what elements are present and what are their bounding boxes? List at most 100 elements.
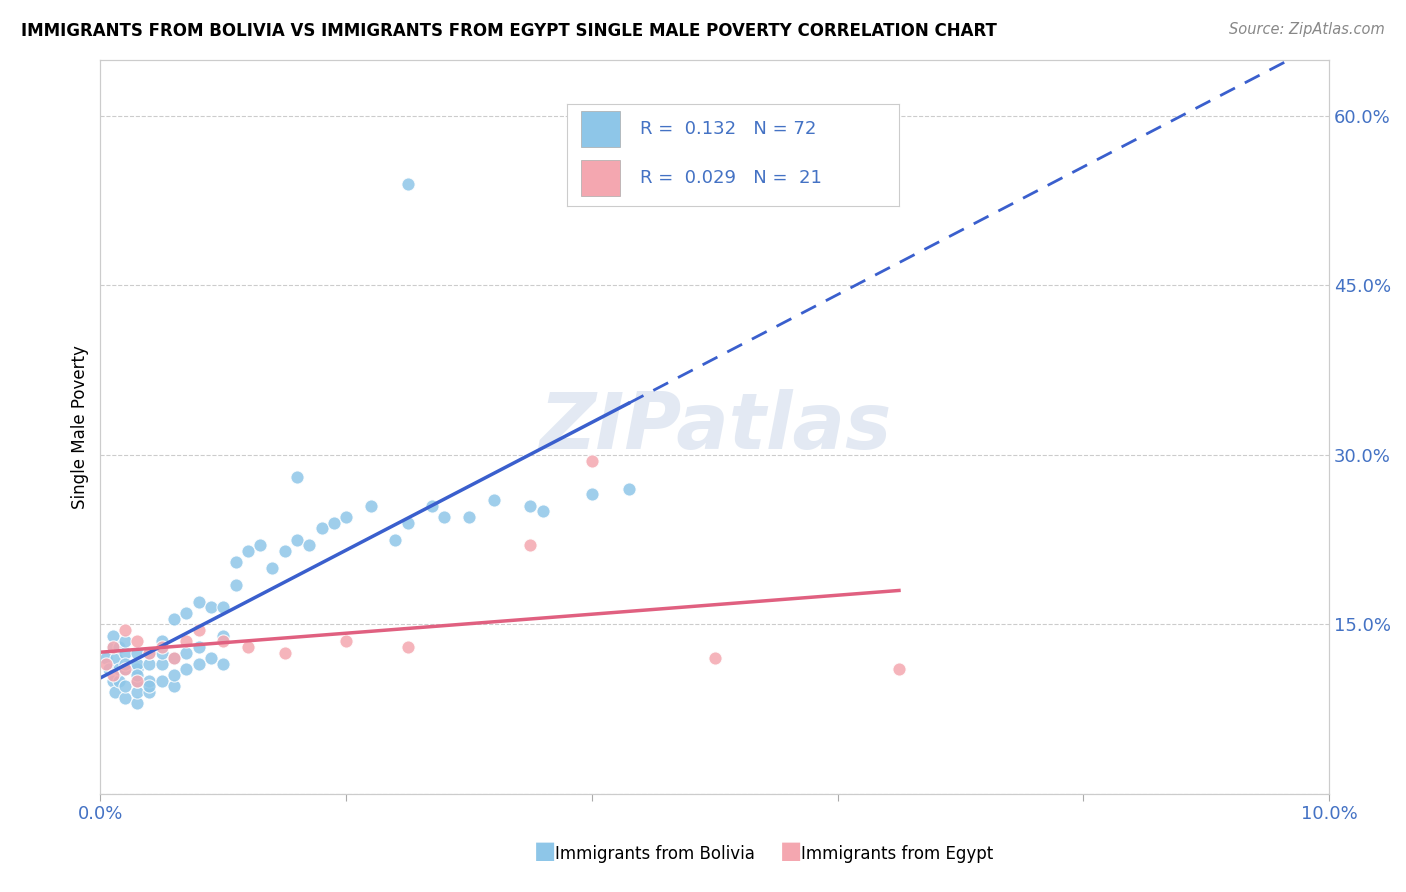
Point [97,663,120,677]
Point [176,646,198,660]
Point [273,646,295,660]
Point [176,663,198,677]
Point [114,646,136,660]
Point [396,516,419,530]
Point [101,640,124,654]
Point [127,657,149,671]
Point [420,499,443,513]
Point [212,634,235,648]
Point [581,487,603,501]
Point [458,510,481,524]
Point [249,538,271,552]
Point [396,177,419,191]
Point [96,651,118,665]
Point [101,673,124,688]
Point [519,538,541,552]
Point [150,634,173,648]
Point [482,493,505,508]
Point [107,673,129,688]
Point [176,634,198,648]
Point [163,668,186,682]
Point [212,657,235,671]
Point [114,690,136,705]
Point [531,504,554,518]
Point [101,640,124,654]
Point [127,673,149,688]
Text: Source: ZipAtlas.com: Source: ZipAtlas.com [1229,22,1385,37]
Point [262,561,284,575]
Point [138,679,160,693]
Point [200,651,222,665]
Point [150,646,173,660]
Point [396,640,419,654]
Point [127,696,149,710]
Point [150,673,173,688]
Point [285,470,308,484]
Point [335,634,357,648]
Point [101,629,124,643]
Point [163,612,186,626]
Point [187,623,209,637]
Point [322,516,344,530]
Point [127,673,149,688]
Point [138,646,160,660]
Point [236,544,259,558]
Text: IMMIGRANTS FROM BOLIVIA VS IMMIGRANTS FROM EGYPT SINGLE MALE POVERTY CORRELATION: IMMIGRANTS FROM BOLIVIA VS IMMIGRANTS FR… [21,22,997,40]
Point [187,657,209,671]
Point [617,482,640,496]
Point [187,640,209,654]
Point [335,510,357,524]
Point [163,651,186,665]
Point [127,634,149,648]
Point [104,685,127,699]
Point [703,651,725,665]
Point [887,663,910,677]
Point [138,685,160,699]
Point [311,521,333,535]
Point [114,663,136,677]
Point [163,651,186,665]
Point [127,663,149,677]
Point [101,668,124,682]
Point [163,679,186,693]
Point [360,499,382,513]
Point [433,510,456,524]
Point [285,533,308,547]
Point [150,657,173,671]
Point [107,663,129,677]
Point [127,668,149,682]
Point [127,646,149,660]
Point [107,640,129,654]
Point [96,657,118,671]
Point [105,651,128,665]
Point [519,499,541,513]
Text: Immigrants from Egypt: Immigrants from Egypt [801,846,994,863]
Point [114,679,136,693]
Point [384,533,406,547]
Y-axis label: Single Male Poverty: Single Male Poverty [72,344,89,508]
Point [150,640,173,654]
Point [298,538,321,552]
Text: Immigrants from Bolivia: Immigrants from Bolivia [555,846,755,863]
Point [236,640,259,654]
Point [224,578,246,592]
Point [114,657,136,671]
Point [200,600,222,615]
Point [187,595,209,609]
Text: ■: ■ [534,839,557,863]
Text: ZIPatlas: ZIPatlas [538,389,891,465]
Point [114,634,136,648]
Point [176,606,198,620]
Point [127,685,149,699]
Point [273,544,295,558]
Point [114,663,136,677]
Point [114,623,136,637]
Point [212,629,235,643]
Point [224,555,246,569]
Point [138,673,160,688]
Point [581,453,603,467]
Point [138,646,160,660]
Text: ■: ■ [780,839,803,863]
Point [212,600,235,615]
Point [138,657,160,671]
